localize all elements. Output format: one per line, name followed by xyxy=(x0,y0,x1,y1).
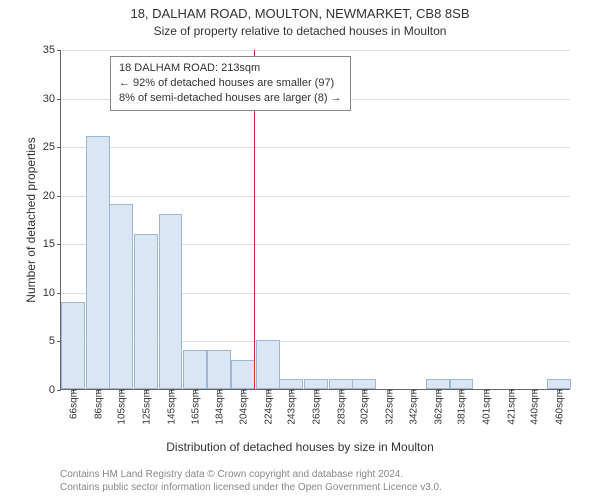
grid-line xyxy=(61,147,570,148)
annotation-line-1: 18 DALHAM ROAD: 213sqm xyxy=(119,61,342,76)
xtick-label: 283sqm xyxy=(334,389,347,425)
xtick-label: 105sqm xyxy=(115,389,128,425)
xtick-label: 381sqm xyxy=(455,389,468,425)
plot-area: 0510152025303566sqm86sqm105sqm125sqm145s… xyxy=(60,50,570,390)
ytick-mark xyxy=(57,390,61,391)
xtick-label: 165sqm xyxy=(189,389,202,425)
chart-container: 18, DALHAM ROAD, MOULTON, NEWMARKET, CB8… xyxy=(0,0,600,500)
xtick-label: 145sqm xyxy=(164,389,177,425)
histogram-bar xyxy=(352,379,376,389)
ytick-mark xyxy=(57,147,61,148)
xtick-label: 204sqm xyxy=(237,389,250,425)
x-axis-label: Distribution of detached houses by size … xyxy=(0,440,600,454)
grid-line xyxy=(61,50,570,51)
footer-line-2: Contains public sector information licen… xyxy=(60,481,442,494)
xtick-label: 440sqm xyxy=(528,389,541,425)
histogram-bar xyxy=(426,379,450,389)
histogram-bar xyxy=(304,379,328,389)
histogram-bar xyxy=(109,204,133,389)
xtick-label: 460sqm xyxy=(552,389,565,425)
histogram-bar xyxy=(279,379,303,389)
xtick-label: 362sqm xyxy=(432,389,445,425)
page-title-2: Size of property relative to detached ho… xyxy=(0,24,600,38)
y-axis-label: Number of detached properties xyxy=(24,50,38,390)
xtick-label: 86sqm xyxy=(91,389,104,419)
footer-text: Contains HM Land Registry data © Crown c… xyxy=(60,468,442,494)
histogram-bar xyxy=(207,350,231,389)
ytick-mark xyxy=(57,196,61,197)
page-title-1: 18, DALHAM ROAD, MOULTON, NEWMARKET, CB8… xyxy=(0,6,600,21)
ytick-mark xyxy=(57,244,61,245)
footer-line-1: Contains HM Land Registry data © Crown c… xyxy=(60,468,442,481)
ytick-mark xyxy=(57,99,61,100)
ytick-mark xyxy=(57,293,61,294)
xtick-label: 184sqm xyxy=(212,389,225,425)
xtick-label: 322sqm xyxy=(382,389,395,425)
histogram-bar xyxy=(256,340,280,389)
xtick-label: 243sqm xyxy=(285,389,298,425)
xtick-label: 66sqm xyxy=(67,389,80,419)
histogram-bar xyxy=(61,302,85,389)
histogram-bar xyxy=(231,360,255,389)
histogram-bar xyxy=(159,214,183,389)
histogram-bar xyxy=(134,234,158,389)
xtick-label: 125sqm xyxy=(139,389,152,425)
histogram-bar xyxy=(86,136,110,389)
histogram-bar xyxy=(183,350,207,389)
annotation-line-3: 8% of semi-detached houses are larger (8… xyxy=(119,91,342,106)
histogram-bar xyxy=(547,379,571,389)
annotation-line-2: ← 92% of detached houses are smaller (97… xyxy=(119,76,342,91)
xtick-label: 401sqm xyxy=(480,389,493,425)
histogram-bar xyxy=(329,379,353,389)
annotation-box: 18 DALHAM ROAD: 213sqm ← 92% of detached… xyxy=(110,56,351,111)
xtick-label: 421sqm xyxy=(504,389,517,425)
xtick-label: 342sqm xyxy=(407,389,420,425)
xtick-label: 224sqm xyxy=(261,389,274,425)
xtick-label: 263sqm xyxy=(310,389,323,425)
ytick-mark xyxy=(57,50,61,51)
histogram-bar xyxy=(450,379,474,389)
grid-line xyxy=(61,196,570,197)
xtick-label: 302sqm xyxy=(358,389,371,425)
